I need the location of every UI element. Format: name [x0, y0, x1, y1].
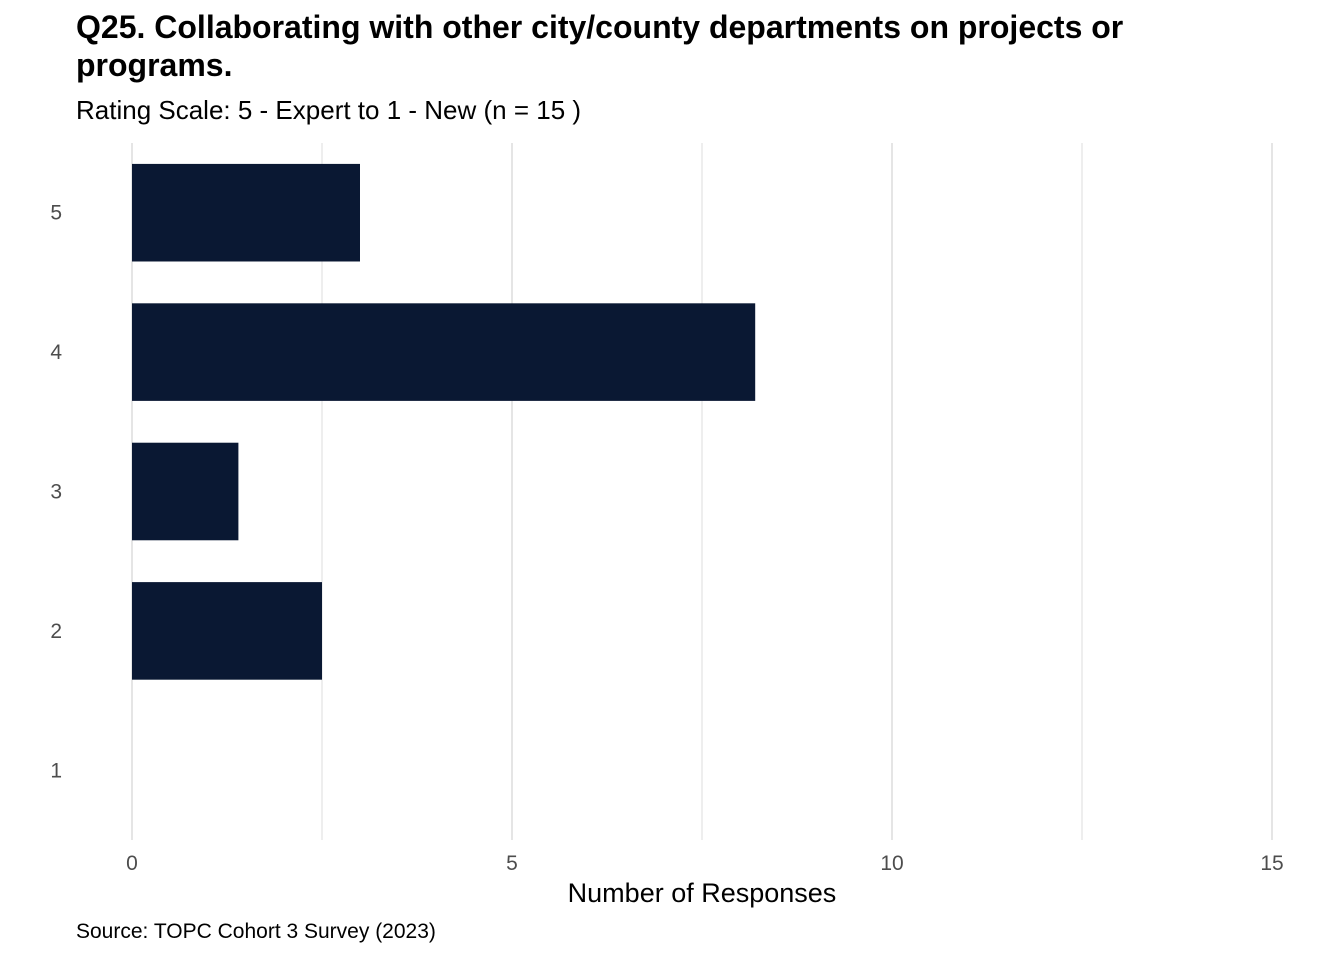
bar-rating-4 [132, 303, 756, 401]
chart-title: Q25. Collaborating with other city/count… [76, 9, 1124, 83]
x-tick-label-15: 15 [1260, 852, 1283, 875]
chart-subtitle: Rating Scale: 5 - Expert to 1 - New (n =… [76, 95, 582, 125]
bar-rating-3 [132, 442, 239, 541]
y-tick-label-1: 1 [50, 759, 62, 782]
x-tick-label-10: 10 [880, 852, 903, 875]
x-axis-title: Number of Responses [568, 878, 837, 908]
bar-rating-2 [132, 582, 322, 680]
x-tick-label-5: 5 [506, 852, 518, 875]
bars [132, 163, 756, 680]
y-axis-tick-labels: 5 4 3 2 1 [50, 202, 62, 783]
y-tick-label-4: 4 [50, 341, 62, 364]
y-tick-label-3: 3 [50, 481, 62, 504]
x-axis-tick-labels: 0 5 10 15 [126, 852, 1284, 875]
source-caption: Source: TOPC Cohort 3 Survey (2023) [76, 920, 436, 943]
bar-rating-5 [132, 163, 360, 262]
y-tick-label-2: 2 [50, 620, 62, 643]
x-tick-label-0: 0 [126, 852, 138, 875]
y-tick-label-5: 5 [50, 202, 62, 225]
